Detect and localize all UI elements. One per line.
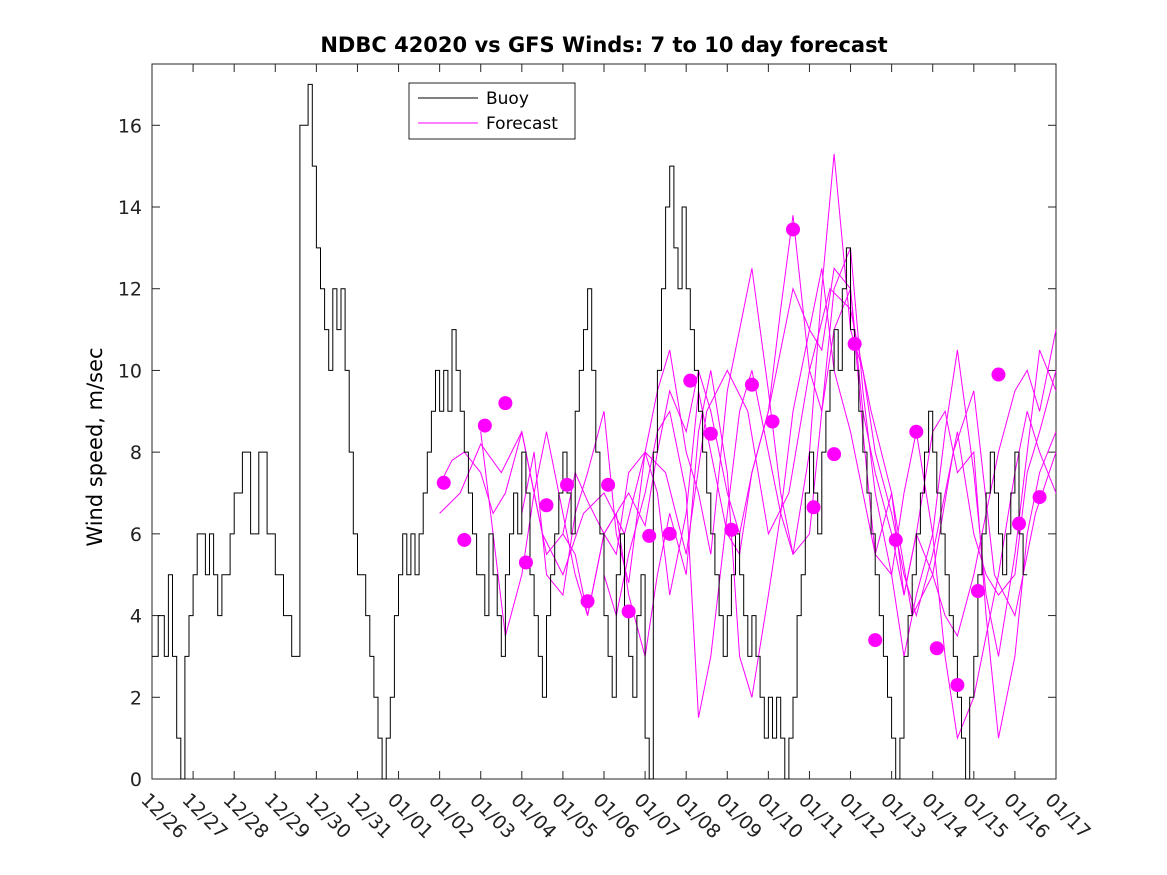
- forecast-run-line: [603, 268, 1057, 718]
- forecast-marker: [601, 477, 616, 492]
- forecast-run-line: [480, 215, 1057, 739]
- forecast-marker: [724, 522, 739, 537]
- forecast-marker: [477, 418, 492, 433]
- forecast-marker: [909, 424, 924, 439]
- forecast-marker: [457, 532, 472, 547]
- forecast-marker: [888, 532, 903, 547]
- legend-buoy-label: Buoy: [486, 89, 529, 109]
- forecast-run-line: [521, 153, 1057, 618]
- plot-frame: [151, 63, 1057, 780]
- forecast-marker: [970, 584, 985, 599]
- y-tick-label: 4: [130, 606, 142, 628]
- forecast-marker: [518, 555, 533, 570]
- forecast-marker: [580, 594, 595, 609]
- forecast-marker: [991, 367, 1006, 382]
- forecast-run-line: [439, 287, 1057, 618]
- forecast-marker: [539, 498, 554, 513]
- buoy-line: [152, 83, 1028, 780]
- legend-box: [408, 82, 576, 140]
- legend-forecast-label: Forecast: [486, 114, 558, 134]
- plot-area: [151, 63, 1057, 780]
- forecast-markers: [436, 222, 1047, 693]
- y-tick-label: 14: [118, 197, 142, 219]
- legend: Buoy Forecast: [408, 82, 576, 140]
- forecast-marker: [847, 336, 862, 351]
- y-axis: 0 2 4 6 8 10 12 14 16: [118, 115, 1056, 791]
- forecast-marker: [1012, 516, 1027, 531]
- forecast-marker: [827, 447, 842, 462]
- forecast-marker: [765, 414, 780, 429]
- y-tick-label: 0: [130, 769, 142, 791]
- forecast-marker: [868, 633, 883, 648]
- forecast-marker: [683, 373, 698, 388]
- forecast-marker: [929, 641, 944, 656]
- y-tick-label: 12: [118, 279, 142, 301]
- forecast-marker: [950, 678, 965, 693]
- forecast-marker: [436, 475, 451, 490]
- buoy-series: [152, 83, 1028, 780]
- y-tick-label: 16: [118, 115, 142, 137]
- forecast-marker: [498, 396, 513, 411]
- forecast-marker: [662, 526, 677, 541]
- forecast-marker: [1032, 490, 1047, 505]
- forecast-marker: [806, 500, 821, 515]
- forecast-marker: [642, 528, 657, 543]
- y-tick-label: 10: [118, 360, 142, 382]
- forecast-marker: [786, 222, 801, 237]
- chart-title: NDBC 42020 vs GFS Winds: 7 to 10 day for…: [320, 33, 887, 57]
- forecast-marker: [621, 604, 636, 619]
- y-tick-label: 6: [130, 524, 142, 546]
- y-tick-label: 2: [130, 687, 142, 709]
- y-axis-label: Wind speed, m/sec: [83, 347, 107, 546]
- forecast-marker: [744, 377, 759, 392]
- forecast-marker: [703, 426, 718, 441]
- y-tick-label: 8: [130, 442, 142, 464]
- forecast-marker: [560, 477, 575, 492]
